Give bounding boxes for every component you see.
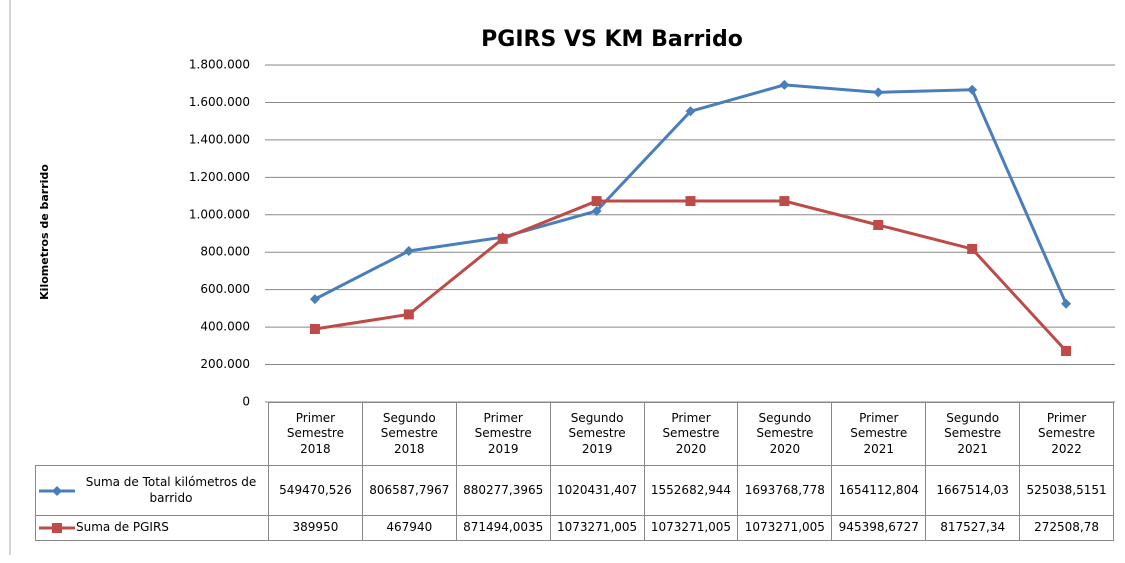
series-line	[314, 199, 1068, 352]
legend-swatch	[39, 485, 75, 496]
y-tick-label: 200.000	[200, 357, 250, 371]
table-value: 871494,0035	[455, 515, 551, 541]
data-point	[309, 323, 320, 334]
table-value: 1073271,005	[549, 515, 645, 541]
data-point	[685, 106, 696, 117]
y-tick-label: 1.600.000	[189, 95, 250, 109]
table-value: 806587,7967	[361, 465, 457, 516]
legend-label: Suma de PGIRS	[76, 520, 169, 535]
table-value: 272508,78	[1019, 515, 1114, 541]
table-value: 1073271,005	[737, 515, 833, 541]
table-value: 1654112,804	[831, 465, 927, 516]
data-point	[967, 84, 978, 95]
table-value: 389950	[268, 515, 363, 541]
table-value: 1020431,407	[549, 465, 645, 516]
data-point	[1061, 345, 1072, 356]
table-value: 880277,3965	[455, 465, 551, 516]
category-label: Primer Semestre 2018	[268, 402, 363, 466]
data-point	[1061, 298, 1072, 309]
table-value: 1693768,778	[737, 465, 833, 516]
category-label: Primer Semestre 2022	[1019, 402, 1114, 466]
y-tick-label: 600.000	[200, 282, 250, 296]
y-axis-label: Kilometros de barrido	[38, 164, 51, 300]
category-label: Primer Semestre 2021	[831, 402, 927, 466]
data-point	[591, 196, 602, 207]
table-value: 1552682,944	[643, 465, 739, 516]
category-label: Segundo Semestre 2021	[925, 402, 1021, 466]
table-value: 817527,34	[925, 515, 1021, 541]
category-label: Segundo Semestre 2019	[549, 402, 645, 466]
data-point	[873, 220, 884, 231]
table-corner	[35, 402, 269, 465]
category-label: Segundo Semestre 2018	[361, 402, 457, 466]
data-point	[403, 245, 414, 256]
table-value: 1667514,03	[925, 465, 1021, 516]
data-point	[309, 294, 320, 305]
y-tick-label: 1.400.000	[189, 132, 250, 146]
y-tick-label: 1.800.000	[189, 58, 250, 72]
legend-swatch	[39, 523, 75, 533]
table-value: 525038,5151	[1019, 465, 1114, 516]
category-label: Segundo Semestre 2020	[737, 402, 833, 466]
data-point	[403, 309, 414, 320]
data-point	[967, 243, 978, 254]
category-label: Primer Semestre 2020	[643, 402, 739, 466]
data-point	[779, 79, 790, 90]
chart-title: PGIRS VS KM Barrido	[481, 27, 743, 52]
y-tick-label: 400.000	[200, 320, 250, 334]
table-value: 549470,526	[268, 465, 363, 516]
y-tick-label: 1.000.000	[189, 207, 250, 221]
legend-cell: Suma de Total kilómetros de barrido	[35, 465, 269, 516]
category-label: Primer Semestre 2019	[455, 402, 551, 466]
data-point	[685, 196, 696, 207]
data-point	[873, 87, 884, 98]
data-point	[497, 233, 508, 244]
y-tick-label: 800.000	[200, 245, 250, 259]
y-tick-label: 0	[242, 395, 250, 409]
table-value: 467940	[361, 515, 457, 541]
data-point	[779, 196, 790, 207]
legend-cell: Suma de PGIRS	[35, 515, 269, 541]
table-value: 1073271,005	[643, 515, 739, 541]
table-value: 945398,6727	[831, 515, 927, 541]
data-point	[591, 205, 602, 216]
series-line	[314, 83, 1068, 305]
legend-label: Suma de Total kilómetros de barrido	[85, 474, 257, 505]
y-tick-label: 1.200.000	[189, 170, 250, 184]
